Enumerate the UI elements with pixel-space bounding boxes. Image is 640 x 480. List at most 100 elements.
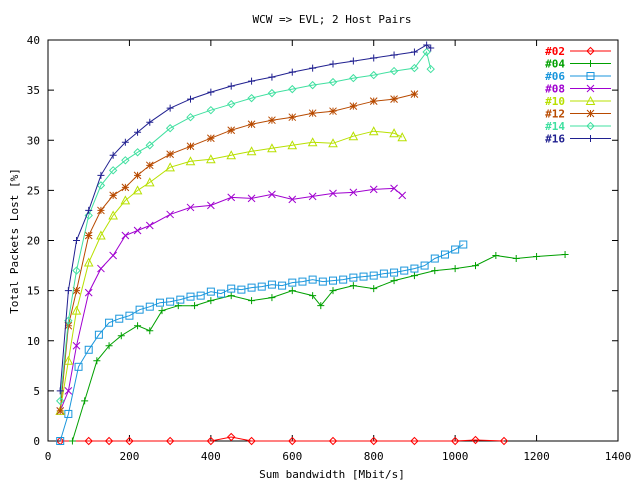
data-point-n04 — [207, 297, 215, 305]
data-point-n04 — [329, 287, 337, 295]
data-point-n08 — [133, 226, 142, 235]
x-tick-label: 0 — [45, 450, 52, 463]
y-tick-label: 0 — [33, 435, 40, 448]
data-point-n04 — [146, 327, 154, 335]
data-point-n12 — [207, 134, 215, 143]
data-point-n04 — [370, 285, 378, 293]
data-point-n06 — [74, 362, 83, 371]
data-point-n04 — [533, 253, 541, 261]
data-point-n12 — [186, 142, 195, 151]
data-point-n06 — [217, 289, 226, 298]
series-line-n12 — [59, 93, 415, 411]
data-point-n14 — [288, 84, 297, 94]
data-point-n04 — [431, 267, 439, 275]
series-n06 — [56, 240, 468, 445]
data-point-n06 — [125, 311, 134, 320]
data-point-n10 — [96, 230, 106, 240]
legend-label-n10: #10 — [545, 95, 565, 108]
data-point-n06 — [400, 266, 409, 275]
data-point-n10 — [144, 177, 155, 187]
data-point-n16 — [227, 82, 235, 90]
data-point-n16 — [309, 64, 317, 72]
y-tick-label: 5 — [33, 385, 40, 398]
data-point-n06 — [359, 272, 368, 281]
data-point-n08 — [227, 193, 236, 202]
data-point-n14 — [267, 88, 277, 98]
data-point-n12 — [145, 161, 154, 170]
data-point-n06 — [451, 245, 460, 254]
data-point-n16 — [146, 118, 154, 126]
data-point-n12 — [166, 150, 174, 159]
data-point-n06 — [410, 264, 419, 273]
series-n04 — [68, 251, 569, 445]
data-point-n02 — [288, 436, 297, 446]
axes: 0 200 400 600 800 1000 1200 1400 0 5 10 15 20 25 30 35 4… — [27, 34, 632, 463]
legend-label-n16: #16 — [545, 133, 565, 146]
legend-label-n12: #12 — [545, 108, 565, 121]
data-point-n10 — [267, 143, 277, 153]
data-point-n06 — [186, 292, 195, 301]
x-tick-label: 1000 — [442, 450, 469, 463]
data-point-n16 — [268, 73, 276, 81]
data-point-n14 — [96, 181, 106, 190]
data-point-n14 — [121, 156, 130, 165]
data-point-n16 — [427, 44, 435, 52]
data-point-n06 — [339, 275, 348, 284]
data-point-n02 — [84, 436, 93, 446]
data-point-n02 — [227, 432, 236, 442]
data-point-n08 — [186, 203, 195, 212]
data-point-n04 — [191, 302, 199, 310]
data-point-n04 — [158, 307, 166, 315]
series-n16 — [56, 41, 435, 395]
data-point-n04 — [317, 302, 325, 310]
data-point-n06 — [166, 297, 175, 306]
data-point-n02 — [369, 436, 378, 446]
data-point-n06 — [298, 277, 307, 286]
data-point-n14 — [56, 396, 65, 406]
x-axis-label: Sum bandwidth [Mbit/s] — [259, 468, 405, 480]
legend-label-n08: #08 — [545, 83, 565, 96]
data-point-n16 — [187, 95, 194, 103]
data-point-n06 — [94, 330, 103, 339]
data-point-n12 — [247, 120, 256, 129]
data-point-n04 — [248, 297, 256, 305]
data-point-n04 — [93, 357, 101, 365]
data-point-n12 — [349, 102, 358, 111]
data-point-n04 — [561, 251, 569, 259]
legend: #02#04#06#08#10#12#14#16 — [545, 45, 611, 146]
series-n14 — [56, 47, 435, 406]
data-point-n06 — [459, 240, 468, 249]
data-point-n06 — [420, 261, 429, 270]
data-point-n08 — [390, 184, 398, 193]
data-point-n16 — [97, 171, 105, 179]
data-point-n02 — [499, 436, 509, 446]
y-tick-label: 20 — [27, 235, 40, 248]
y-tick-label: 30 — [27, 134, 40, 147]
data-point-n06 — [318, 277, 327, 286]
data-point-n12 — [329, 107, 337, 116]
data-point-n12 — [133, 171, 142, 180]
legend-label-n04: #04 — [545, 58, 565, 71]
data-point-n16 — [121, 138, 129, 146]
data-point-n16 — [56, 387, 64, 395]
series-line-n14 — [59, 50, 432, 401]
data-point-n16 — [166, 104, 174, 112]
data-point-n14 — [72, 266, 81, 275]
series-n12 — [56, 90, 419, 415]
y-axis-label: Total Packets Lost [%] — [8, 168, 21, 314]
data-point-n12 — [84, 231, 93, 240]
data-point-n12 — [121, 183, 130, 192]
data-point-n08 — [166, 210, 174, 219]
data-point-n06 — [135, 305, 144, 314]
data-point-n06 — [247, 283, 256, 292]
data-point-n06 — [227, 284, 236, 293]
data-point-n06 — [267, 280, 276, 289]
data-point-n02 — [328, 436, 338, 446]
data-point-n06 — [155, 298, 164, 307]
data-point-n10 — [287, 140, 298, 150]
data-point-n12 — [288, 113, 297, 122]
legend-marker-n04 — [587, 60, 594, 67]
data-point-n02 — [104, 436, 114, 446]
data-point-n14 — [349, 73, 358, 83]
